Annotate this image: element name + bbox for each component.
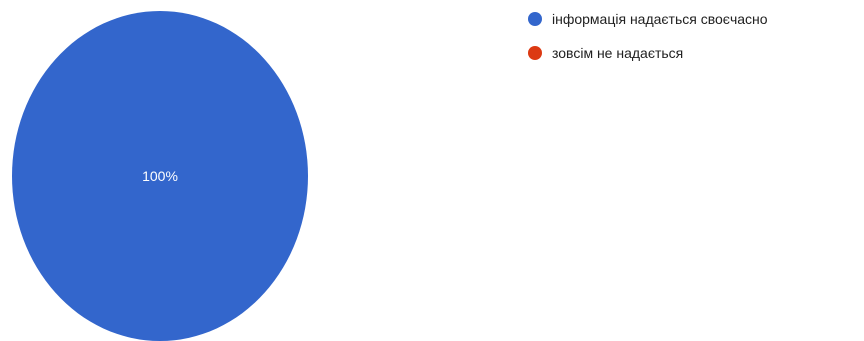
legend-item-not-provided[interactable]: зовсім не надається [528,42,768,64]
legend-swatch-timely [528,12,542,26]
legend: інформація надається своєчасно зовсім не… [528,8,768,76]
legend-swatch-not-provided [528,46,542,60]
legend-item-timely[interactable]: інформація надається своєчасно [528,8,768,30]
legend-label-timely: інформація надається своєчасно [552,11,768,27]
pie-slice-0[interactable] [12,11,308,341]
pie-slice-label-0: 100% [142,168,178,184]
legend-label-not-provided: зовсім не надається [552,45,684,61]
